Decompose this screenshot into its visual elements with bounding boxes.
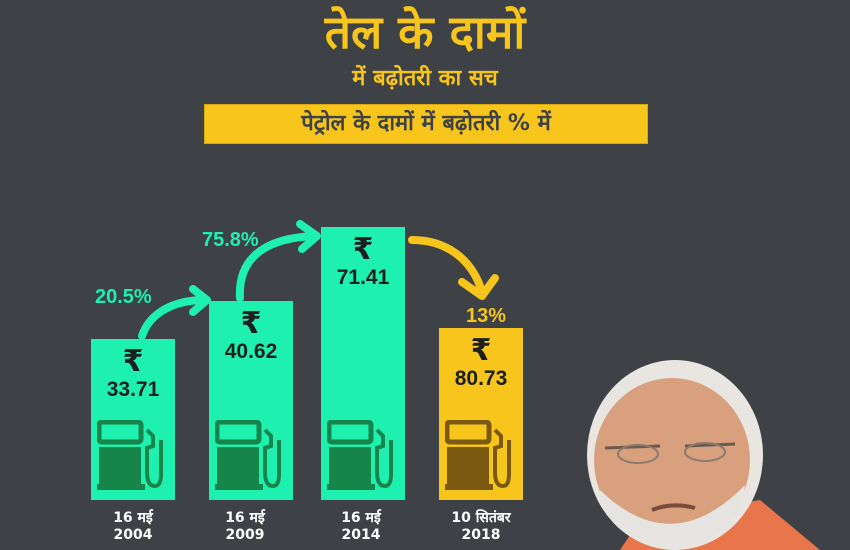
change-label-2004-2009: 20.5% xyxy=(95,286,152,308)
page-subtitle: में बढ़ोतरी का सच xyxy=(352,66,498,91)
fuel-pump-icon xyxy=(215,420,281,490)
chart-banner: पेट्रोल के दामों में बढ़ोतरी % में xyxy=(204,104,648,144)
page-title: तेल के दामों xyxy=(324,5,526,59)
date-label-2009: 16 मई 2009 xyxy=(190,510,300,544)
date-year: 2004 xyxy=(113,527,153,543)
date-year: 2014 xyxy=(341,527,381,543)
rupee-icon: ₹ xyxy=(240,306,262,341)
change-label-2014-2018: 13% xyxy=(466,305,507,327)
date-year: 2018 xyxy=(461,527,501,543)
fuel-pump-icon xyxy=(327,420,393,490)
bar-value: 71.41 xyxy=(336,266,390,289)
bar-2004: ₹ 33.71 xyxy=(91,339,175,500)
date-label-2018: 10 सितंबर 2018 xyxy=(426,510,536,544)
date-label-2014: 16 मई 2014 xyxy=(306,510,416,544)
date-label-2004: 16 मई 2004 xyxy=(78,510,188,544)
fuel-pump-icon xyxy=(97,420,163,490)
bar-2009: ₹ 40.62 xyxy=(209,301,293,500)
arrow-icon-2014-2018 xyxy=(408,236,499,300)
date-day: 16 मई xyxy=(225,510,265,526)
bar-value: 80.73 xyxy=(454,367,508,390)
change-label-2009-2014: 75.8% xyxy=(202,229,259,251)
arrow-icon-2009-2014 xyxy=(235,220,321,302)
date-day: 16 मई xyxy=(113,510,153,526)
date-year: 2009 xyxy=(225,527,265,543)
date-day: 10 सितंबर xyxy=(451,510,511,526)
bar-value: 40.62 xyxy=(224,340,278,363)
fuel-pump-icon xyxy=(445,420,511,490)
rupee-icon: ₹ xyxy=(122,344,144,379)
rupee-icon: ₹ xyxy=(470,333,492,368)
bar-2018: ₹ 80.73 xyxy=(439,328,523,500)
rupee-icon: ₹ xyxy=(352,232,374,267)
portrait-image xyxy=(587,360,820,550)
arrow-icon-2004-2009 xyxy=(138,285,211,340)
bar-value: 33.71 xyxy=(106,378,160,401)
date-day: 16 मई xyxy=(341,510,381,526)
bar-2014: ₹ 71.41 xyxy=(321,227,405,500)
